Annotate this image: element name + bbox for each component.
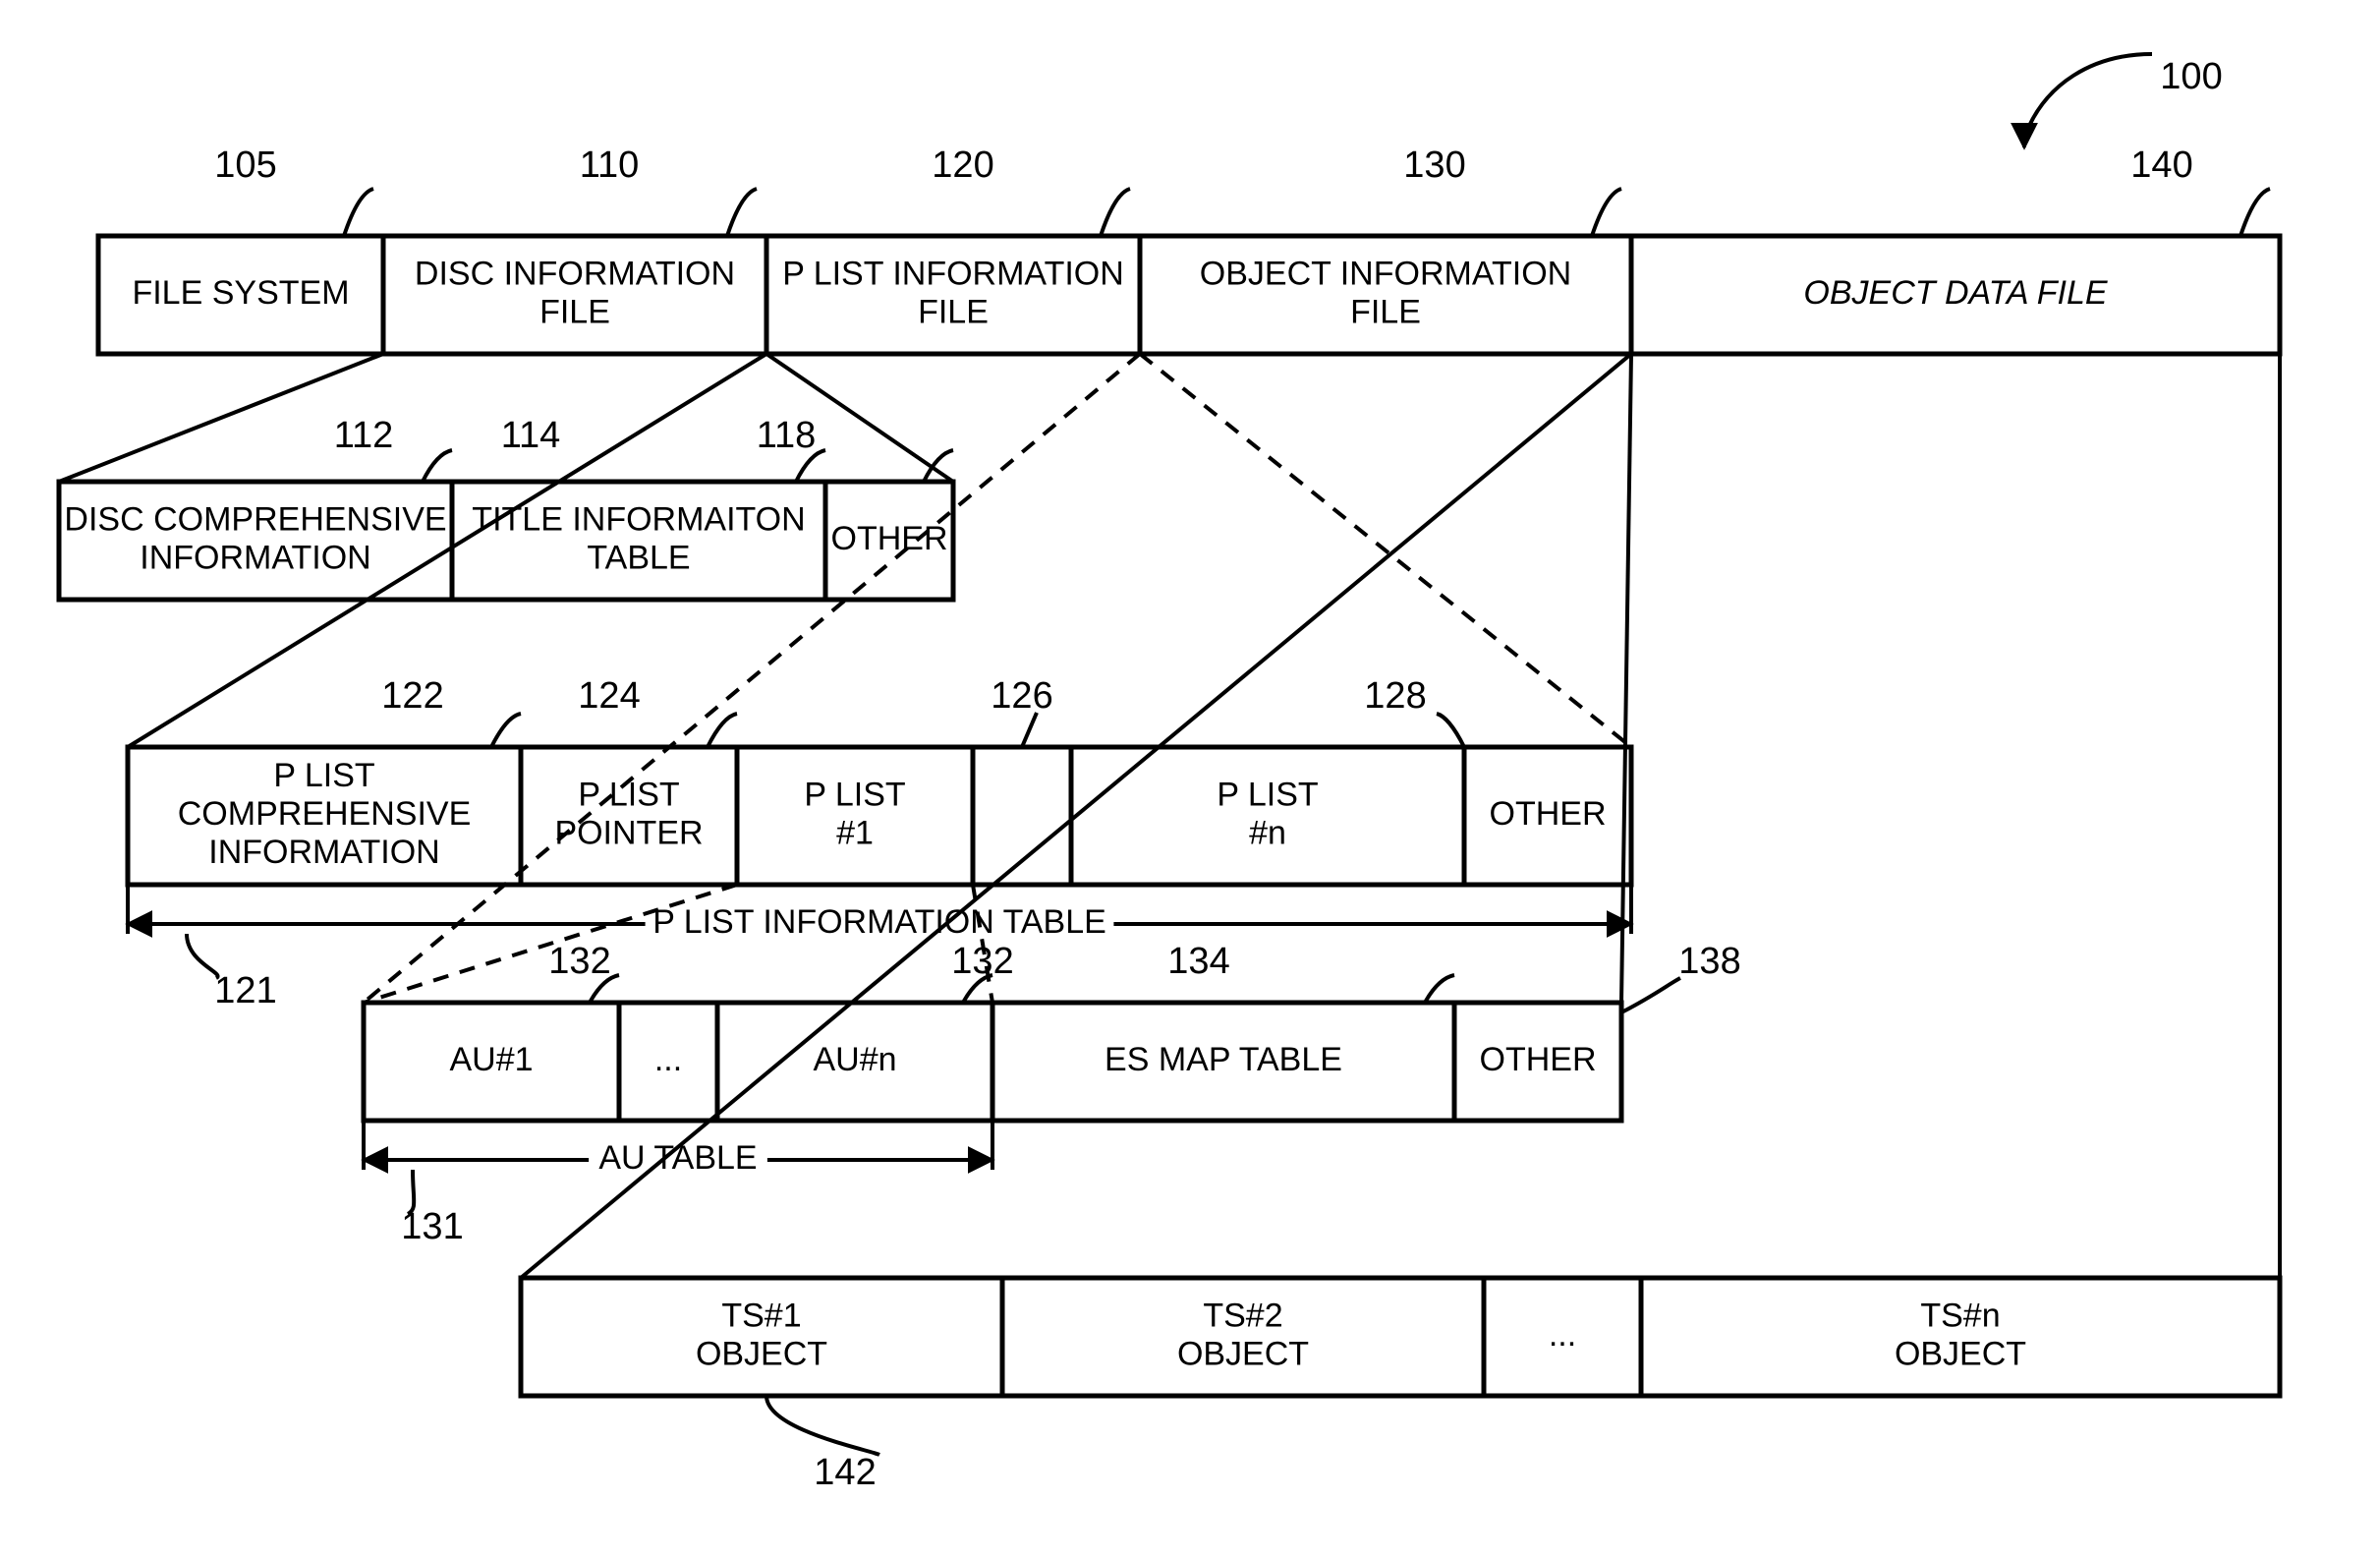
ref-118: 118 bbox=[757, 415, 817, 456]
plist_info-label: P LIST INFORMATION bbox=[782, 255, 1124, 292]
ref-tick bbox=[1621, 978, 1680, 1012]
ref-tick bbox=[1101, 189, 1130, 236]
plist_n-label: #n bbox=[1249, 815, 1286, 852]
disc_comp-label: INFORMATION bbox=[140, 540, 370, 577]
disc_info-label: FILE bbox=[539, 294, 610, 331]
ref-140: 140 bbox=[2130, 144, 2192, 186]
title_table-label: TABLE bbox=[587, 540, 690, 577]
file_system-label: FILE SYSTEM bbox=[132, 274, 349, 312]
ref-132: 132 bbox=[548, 941, 610, 982]
ref-128: 128 bbox=[1364, 675, 1426, 717]
es_map-label: ES MAP TABLE bbox=[1105, 1041, 1342, 1078]
ref-tick bbox=[344, 189, 373, 236]
obj_info-label: OBJECT INFORMATION bbox=[1200, 255, 1571, 292]
other3-label: OTHER bbox=[1490, 795, 1607, 833]
aun-label: AU#n bbox=[813, 1041, 896, 1078]
ref-126: 126 bbox=[991, 675, 1052, 717]
obj_data-label: OBJECT DATA FILE bbox=[1803, 274, 2108, 312]
ref-124: 124 bbox=[578, 675, 640, 717]
au_dots-label: ... bbox=[654, 1041, 682, 1078]
other4-label: OTHER bbox=[1480, 1041, 1597, 1078]
ref-tick bbox=[1425, 975, 1454, 1003]
plist_n-label: P LIST bbox=[1217, 776, 1318, 813]
plist_1-label: P LIST bbox=[804, 776, 905, 813]
ref-112: 112 bbox=[334, 415, 394, 456]
ref-tick bbox=[1437, 714, 1464, 747]
plist_comp-label: INFORMATION bbox=[208, 834, 439, 871]
ref-100: 100 bbox=[2160, 56, 2222, 97]
tsn-label: OBJECT bbox=[1895, 1336, 2026, 1373]
figure-ref-arrow bbox=[2024, 54, 2152, 147]
ts2-label: TS#2 bbox=[1203, 1297, 1282, 1334]
ts1-label: OBJECT bbox=[696, 1336, 827, 1373]
ts_dots-label: ... bbox=[1549, 1316, 1576, 1354]
disc_comp-label: DISC COMPREHENSIVE bbox=[64, 500, 446, 538]
tsn-label: TS#n bbox=[1920, 1297, 2000, 1334]
au1-label: AU#1 bbox=[449, 1041, 533, 1078]
ts1-label: TS#1 bbox=[721, 1297, 801, 1334]
ref-138: 138 bbox=[1678, 941, 1740, 982]
plist_comp-label: P LIST bbox=[273, 757, 374, 794]
row3-plist_gap bbox=[973, 747, 1071, 885]
ref-tick bbox=[727, 189, 757, 236]
disc_info-label: DISC INFORMATION bbox=[415, 255, 735, 292]
ref-105: 105 bbox=[214, 144, 276, 186]
measure-plist-table-label: P LIST INFORMATION TABLE bbox=[652, 903, 1106, 941]
ref-142: 142 bbox=[814, 1452, 876, 1493]
ref-tick bbox=[423, 450, 452, 482]
other2-label: OTHER bbox=[831, 520, 948, 557]
ref-tick bbox=[187, 934, 218, 978]
ts2-label: OBJECT bbox=[1177, 1336, 1309, 1373]
ref-114: 114 bbox=[501, 415, 561, 456]
ref-tick bbox=[491, 714, 521, 747]
plist_comp-label: COMPREHENSIVE bbox=[178, 795, 472, 833]
ref-tick bbox=[1592, 189, 1621, 236]
ref-121: 121 bbox=[214, 970, 276, 1011]
ref-122: 122 bbox=[381, 675, 443, 717]
ref-130: 130 bbox=[1403, 144, 1465, 186]
connector-line bbox=[1022, 713, 1037, 747]
ref-tick bbox=[708, 714, 737, 747]
obj_info-label: FILE bbox=[1350, 294, 1421, 331]
plist_info-label: FILE bbox=[918, 294, 989, 331]
ref-110: 110 bbox=[580, 144, 640, 186]
plist_ptr-label: POINTER bbox=[554, 815, 703, 852]
ref-tick bbox=[766, 1396, 879, 1455]
ref-134: 134 bbox=[1167, 941, 1229, 982]
ref-120: 120 bbox=[932, 144, 993, 186]
ref-tick bbox=[2240, 189, 2270, 236]
plist_1-label: #1 bbox=[836, 815, 874, 852]
